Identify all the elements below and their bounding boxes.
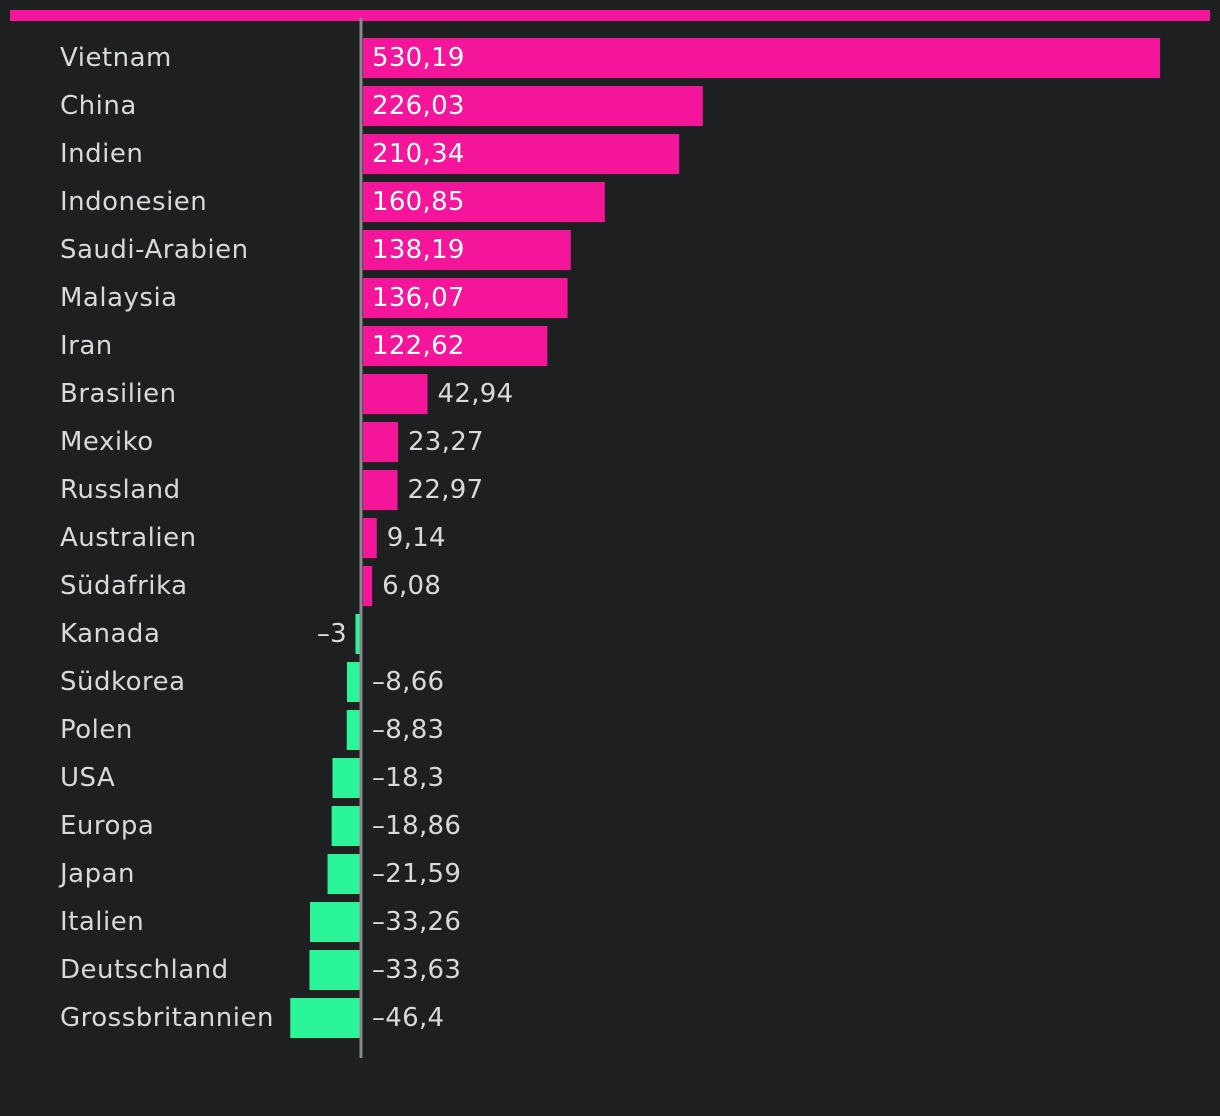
bar	[363, 230, 571, 270]
category-label: Brasilien	[60, 379, 177, 409]
category-label: Saudi-Arabien	[60, 235, 249, 265]
category-label: China	[60, 91, 137, 121]
data-label: –21,59	[372, 859, 461, 889]
category-label: USA	[60, 763, 115, 793]
bar	[309, 950, 360, 990]
category-label: Südafrika	[60, 571, 188, 601]
category-label: Südkorea	[60, 667, 186, 697]
data-label: 22,97	[408, 475, 484, 505]
bar	[346, 710, 360, 750]
bar	[332, 758, 360, 798]
bar	[327, 854, 360, 894]
category-label: Mexiko	[60, 427, 154, 457]
bar	[363, 134, 680, 174]
data-label: –18,3	[372, 763, 444, 793]
data-label: 210,34	[372, 139, 465, 169]
category-label: Vietnam	[60, 43, 172, 73]
category-label: Polen	[60, 715, 133, 745]
data-label: 6,08	[382, 571, 441, 601]
bar	[309, 902, 360, 942]
category-label: Kanada	[60, 619, 160, 649]
bar	[290, 998, 360, 1038]
bar	[363, 566, 373, 606]
category-label: Japan	[58, 859, 135, 889]
bar	[355, 614, 360, 654]
data-label: 138,19	[372, 235, 465, 265]
category-label: Russland	[60, 475, 181, 505]
data-label: 136,07	[372, 283, 465, 313]
bar	[363, 374, 428, 414]
bar	[363, 38, 1161, 78]
bar	[363, 278, 568, 318]
data-label: 42,94	[438, 379, 514, 409]
data-label: 23,27	[408, 427, 484, 457]
category-label: Grossbritannien	[60, 1003, 274, 1033]
category-label: Italien	[60, 907, 144, 937]
bar	[363, 518, 377, 558]
top-accent-bar	[10, 10, 1210, 21]
bar	[363, 422, 398, 462]
category-label: Europa	[60, 811, 154, 841]
data-label: 122,62	[372, 331, 465, 361]
data-label: –18,86	[372, 811, 461, 841]
category-label: Indien	[60, 139, 143, 169]
data-label: –33,63	[372, 955, 461, 985]
data-label: –33,26	[372, 907, 461, 937]
bar	[363, 86, 703, 126]
data-label: 530,19	[372, 43, 465, 73]
bar	[363, 182, 605, 222]
data-label: –8,83	[372, 715, 444, 745]
data-label: –46,4	[372, 1003, 444, 1033]
bar	[363, 470, 398, 510]
category-label: Deutschland	[60, 955, 229, 985]
data-label: –8,66	[372, 667, 444, 697]
bar	[346, 662, 360, 702]
category-label: Australien	[60, 523, 197, 553]
bar	[363, 326, 548, 366]
category-label: Indonesien	[60, 187, 207, 217]
data-label: 9,14	[387, 523, 446, 553]
bar	[331, 806, 360, 846]
data-label: 160,85	[372, 187, 465, 217]
category-label: Iran	[60, 331, 113, 361]
data-label: 226,03	[372, 91, 465, 121]
category-label: Malaysia	[60, 283, 178, 313]
data-label: –3	[317, 619, 347, 649]
